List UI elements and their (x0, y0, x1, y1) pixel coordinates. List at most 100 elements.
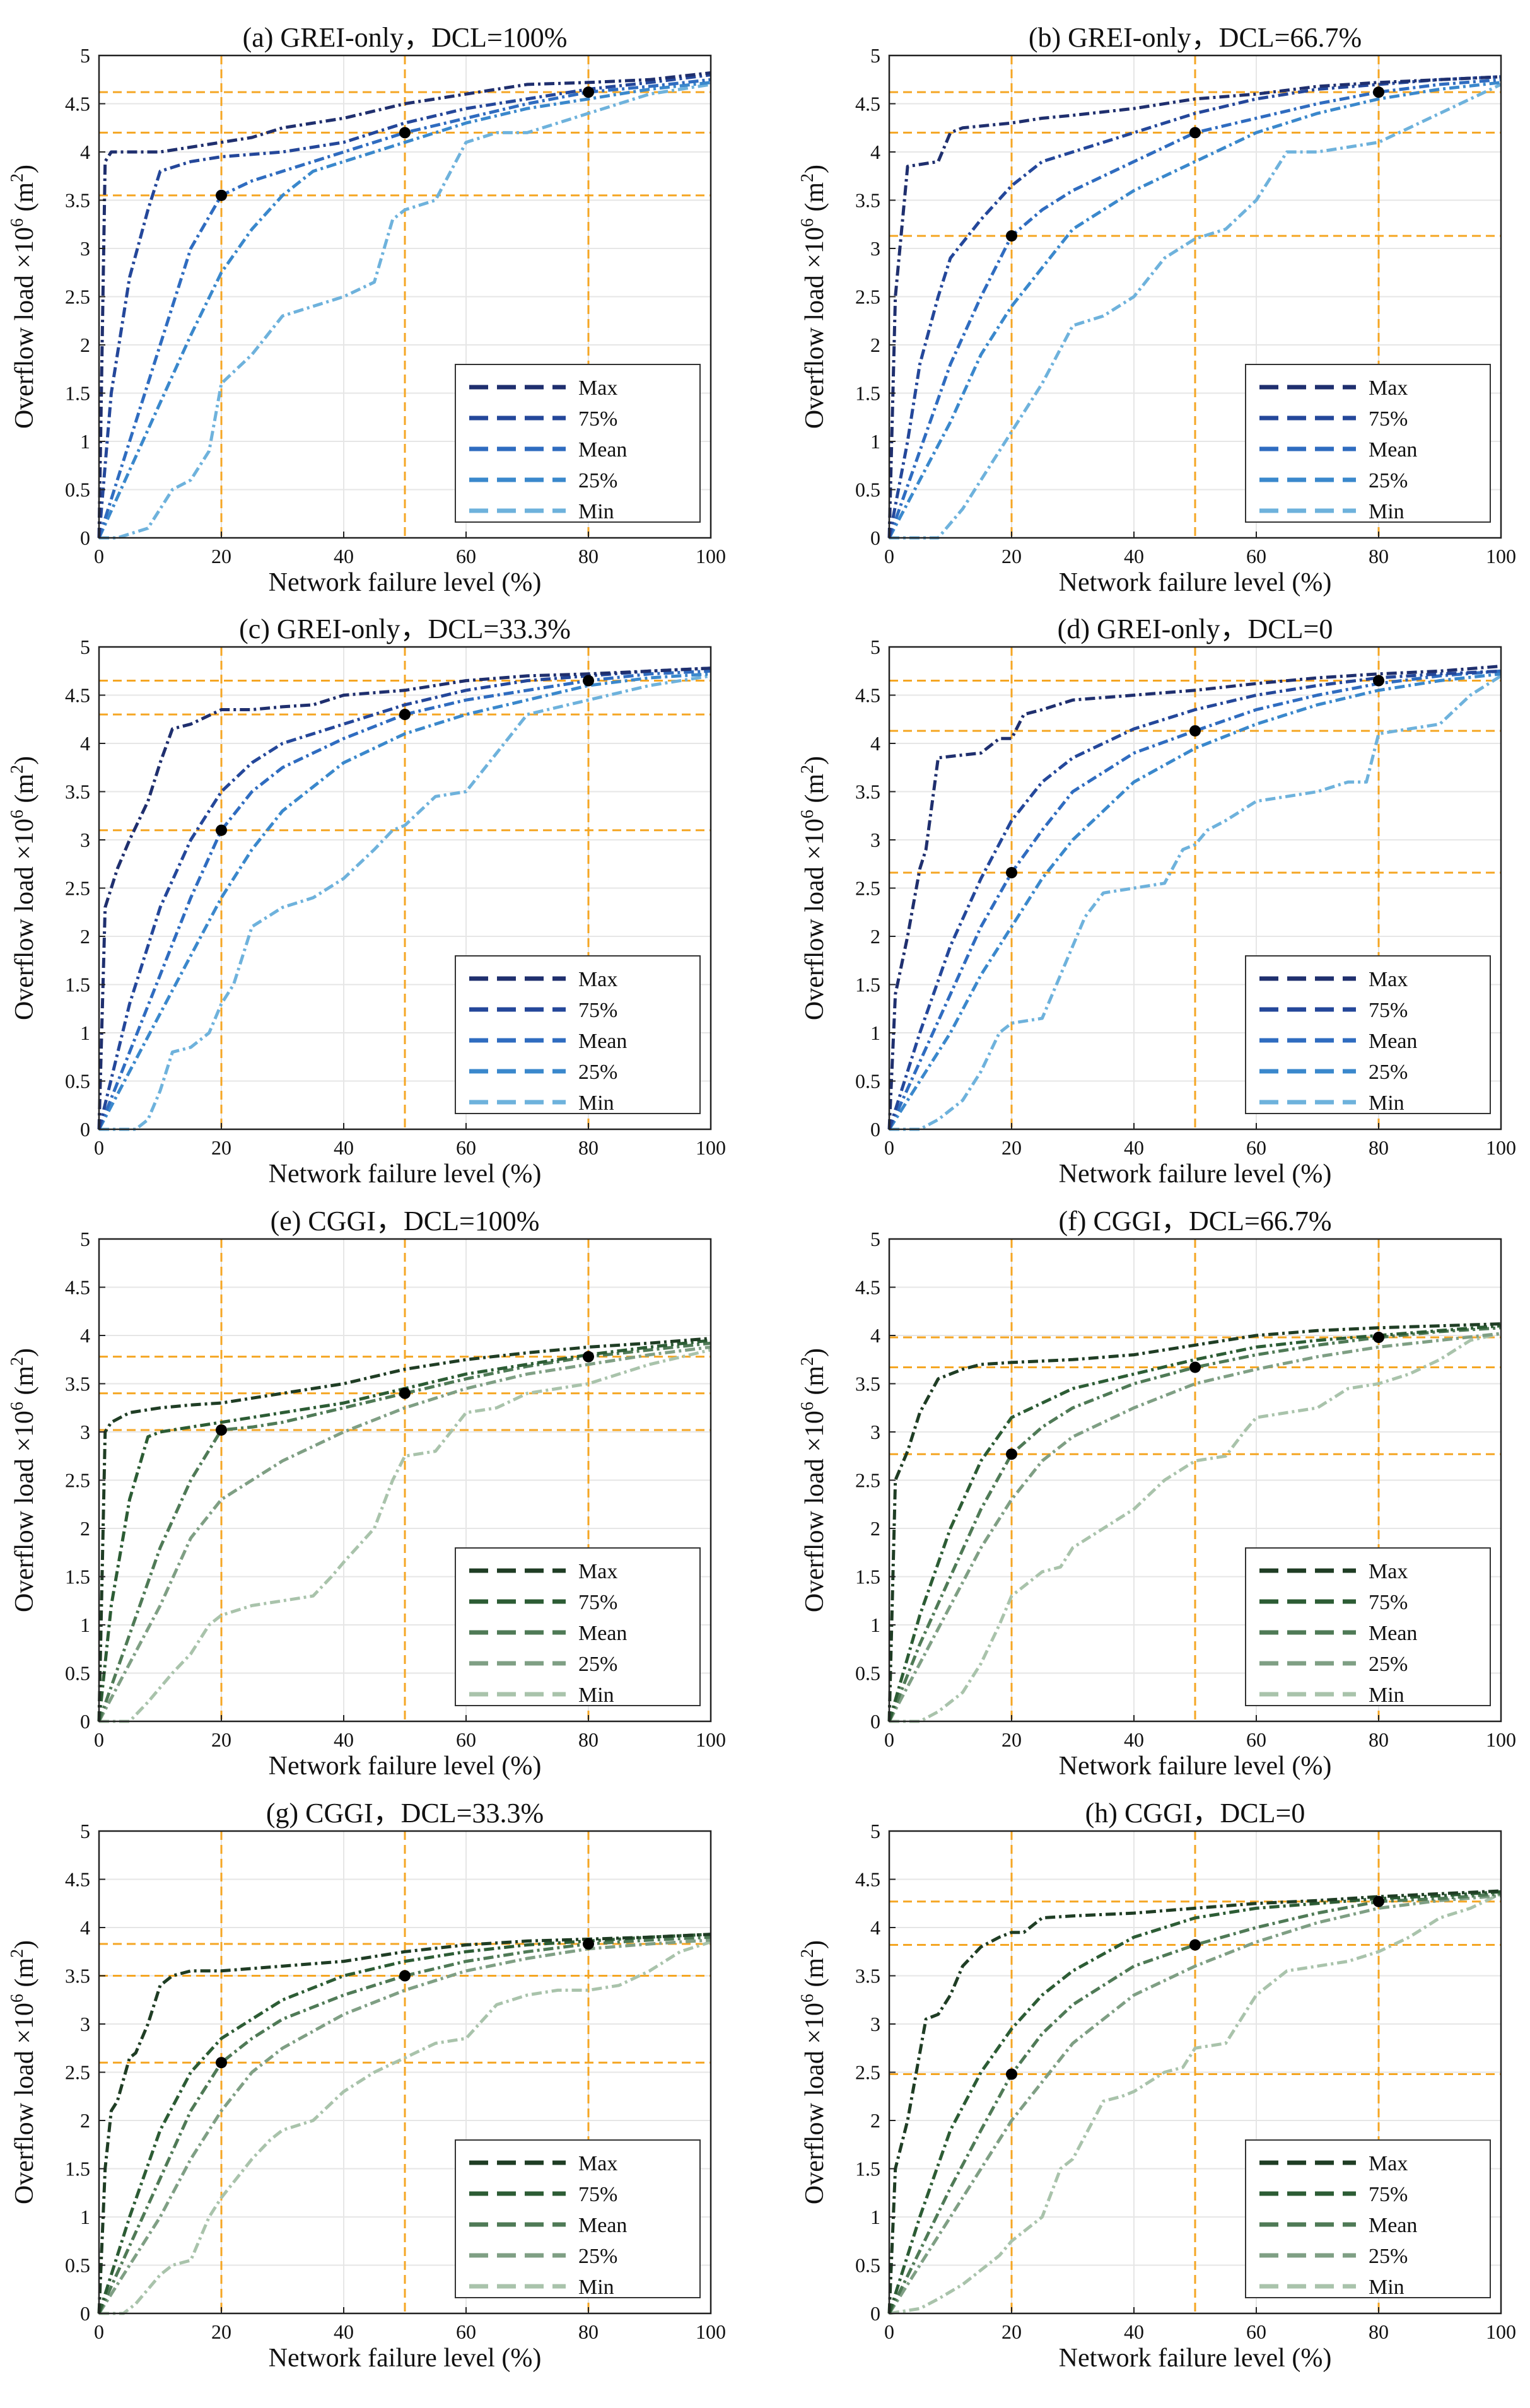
y-tick-label: 2 (870, 334, 880, 356)
x-tick-label: 40 (334, 545, 354, 567)
legend-label: Min (578, 500, 614, 523)
chart-title: (a) GREI-only，DCL=100% (243, 22, 568, 53)
data-marker (1006, 230, 1017, 242)
chart-title: (b) GREI-only，DCL=66.7% (1029, 22, 1362, 53)
legend-label: Min (578, 1684, 614, 1707)
y-tick-label: 3 (80, 1421, 90, 1443)
series-line-25pct (887, 1332, 1502, 1723)
x-tick-label: 60 (1246, 1136, 1266, 1159)
x-tick-label: 100 (696, 1136, 726, 1159)
x-tick-label: 60 (1246, 2320, 1266, 2343)
data-marker (583, 675, 594, 687)
y-axis-label-part: 2 (798, 1949, 817, 1958)
y-tick-label: 2.5 (65, 286, 90, 308)
series-line-25pct (887, 672, 1502, 1131)
x-tick-label: 40 (1124, 1136, 1144, 1159)
x-tick-label: 40 (334, 1136, 354, 1159)
x-tick-label: 40 (1124, 1728, 1144, 1751)
y-axis-label-part: 6 (8, 218, 27, 227)
data-marker (399, 1387, 411, 1399)
x-tick-label: 20 (211, 545, 231, 567)
y-tick-label: 2 (80, 925, 90, 948)
y-tick-label: 0 (870, 2302, 880, 2325)
y-tick-label: 1.5 (65, 382, 90, 405)
y-tick-label: 1 (80, 430, 90, 453)
x-tick-label: 80 (1369, 1136, 1389, 1159)
legend-label: Mean (578, 2214, 627, 2237)
y-axis-label: Overflow load ×106 (m2) (798, 756, 829, 1020)
series-line-mean (887, 1892, 1502, 2315)
legend-label: 25% (1369, 1061, 1408, 1084)
y-tick-label: 1 (80, 1021, 90, 1044)
y-tick-label: 3 (870, 237, 880, 260)
legend-label: 75% (1369, 999, 1408, 1022)
y-axis-label-part: Overflow load ×10 (800, 2003, 829, 2204)
legend-label: Mean (578, 1622, 627, 1645)
y-tick-label: 1 (80, 2206, 90, 2228)
series-line-max (887, 665, 1502, 1130)
data-marker (1006, 2068, 1017, 2080)
legend-label: Min (1369, 500, 1404, 523)
y-axis-label: Overflow load ×106 (m2) (798, 1940, 829, 2204)
y-tick-label: 5 (80, 1820, 90, 1842)
legend-label: Max (578, 968, 617, 991)
legend-label: Mean (578, 438, 627, 462)
y-tick-label: 4.5 (855, 684, 880, 707)
y-tick-label: 5 (80, 1228, 90, 1250)
x-tick-label: 80 (1369, 2320, 1389, 2343)
legend-box (455, 1547, 701, 1706)
legend-box (1245, 955, 1491, 1114)
y-tick-label: 0 (870, 1710, 880, 1733)
series-line-min (99, 674, 711, 1131)
y-tick-label: 2.5 (65, 877, 90, 900)
y-tick-label: 1.5 (65, 2158, 90, 2180)
chart-panel-e: (e) CGGI，DCL=100% 0 20 40 60 80 100 0 0.5 1 1.5 2 2.… (8, 1206, 726, 1781)
y-axis-label-part: 2 (8, 173, 27, 182)
x-tick-label: 100 (1486, 1136, 1516, 1159)
x-axis-label: Network failure level (%) (1059, 1160, 1332, 1189)
y-tick-label: 2 (80, 1517, 90, 1540)
series-line-mean (887, 1326, 1502, 1722)
series-line-min (99, 83, 711, 540)
y-tick-label: 0.5 (65, 2254, 90, 2277)
y-tick-label: 1 (870, 2206, 880, 2228)
y-tick-label: 4.5 (65, 1276, 90, 1299)
legend-label: Min (578, 2276, 614, 2299)
data-marker (1006, 867, 1017, 879)
legend-label: Max (1369, 376, 1408, 400)
y-tick-label: 1 (870, 1021, 880, 1044)
x-tick-label: 0 (884, 545, 894, 567)
x-tick-label: 80 (578, 2320, 599, 2343)
x-tick-label: 60 (1246, 545, 1266, 567)
x-tick-label: 20 (1002, 545, 1022, 567)
y-tick-label: 2.5 (855, 1469, 880, 1492)
series-line-75pct (887, 669, 1502, 1130)
y-tick-label: 0 (870, 526, 880, 549)
x-axis-label: Network failure level (%) (269, 2344, 542, 2373)
x-tick-label: 100 (1486, 2320, 1516, 2343)
y-axis-label: Overflow load ×106 (m2) (798, 165, 829, 429)
y-axis-label: Overflow load ×106 (m2) (8, 165, 39, 429)
x-tick-label: 100 (696, 2320, 726, 2343)
y-axis-label-part: 2 (798, 173, 817, 182)
y-tick-label: 0 (80, 1710, 90, 1733)
legend-label: Max (1369, 1560, 1408, 1583)
y-axis-label-part: Overflow load ×10 (800, 818, 829, 1020)
legend-label: 75% (578, 999, 617, 1022)
y-tick-label: 1.5 (855, 974, 880, 996)
series-line-min (99, 1348, 711, 1723)
x-tick-label: 0 (884, 1728, 894, 1751)
legend-label: 25% (578, 2245, 617, 2268)
y-tick-label: 4 (80, 732, 90, 755)
data-marker (583, 86, 594, 98)
y-tick-label: 0.5 (855, 1662, 880, 1685)
y-axis-label-part: 2 (8, 1357, 27, 1366)
y-tick-label: 0.5 (855, 1070, 880, 1093)
y-tick-label: 3.5 (65, 1965, 90, 1987)
y-tick-label: 1 (870, 430, 880, 453)
y-axis-label-part: ) (10, 165, 39, 173)
y-tick-label: 3 (870, 1421, 880, 1443)
chart-panel-h: (h) CGGI，DCL=0 0 20 40 60 80 100 0 0.5 1 1.5 2 2.5 3 3… (798, 1798, 1516, 2373)
y-tick-label: 3.5 (65, 781, 90, 803)
series-line-max (887, 1322, 1502, 1722)
